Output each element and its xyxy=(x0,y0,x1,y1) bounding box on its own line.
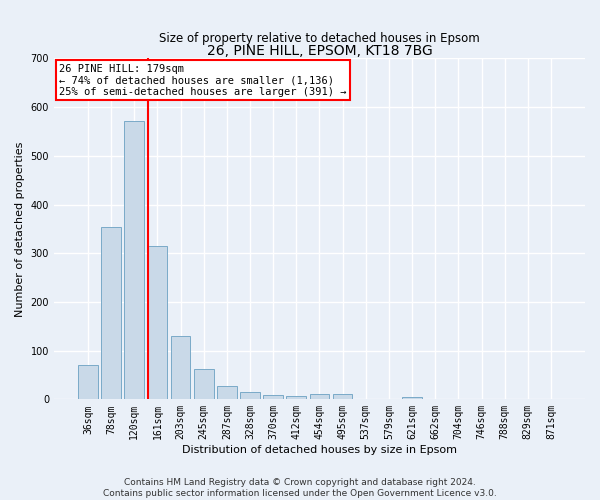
Bar xyxy=(402,398,422,400)
Bar xyxy=(286,396,306,400)
Text: Contains HM Land Registry data © Crown copyright and database right 2024.
Contai: Contains HM Land Registry data © Crown c… xyxy=(103,478,497,498)
Y-axis label: Number of detached properties: Number of detached properties xyxy=(15,141,25,316)
Bar xyxy=(124,121,144,400)
Text: 26 PINE HILL: 179sqm
← 74% of detached houses are smaller (1,136)
25% of semi-de: 26 PINE HILL: 179sqm ← 74% of detached h… xyxy=(59,64,347,96)
Text: Size of property relative to detached houses in Epsom: Size of property relative to detached ho… xyxy=(159,32,480,45)
Title: 26, PINE HILL, EPSOM, KT18 7BG: 26, PINE HILL, EPSOM, KT18 7BG xyxy=(206,44,433,59)
Bar xyxy=(310,394,329,400)
Bar xyxy=(240,392,260,400)
Bar xyxy=(148,246,167,400)
Bar xyxy=(101,228,121,400)
Bar xyxy=(263,396,283,400)
Bar xyxy=(170,336,190,400)
X-axis label: Distribution of detached houses by size in Epsom: Distribution of detached houses by size … xyxy=(182,445,457,455)
Bar xyxy=(333,394,352,400)
Bar xyxy=(217,386,236,400)
Bar xyxy=(194,369,214,400)
Bar xyxy=(78,365,98,400)
